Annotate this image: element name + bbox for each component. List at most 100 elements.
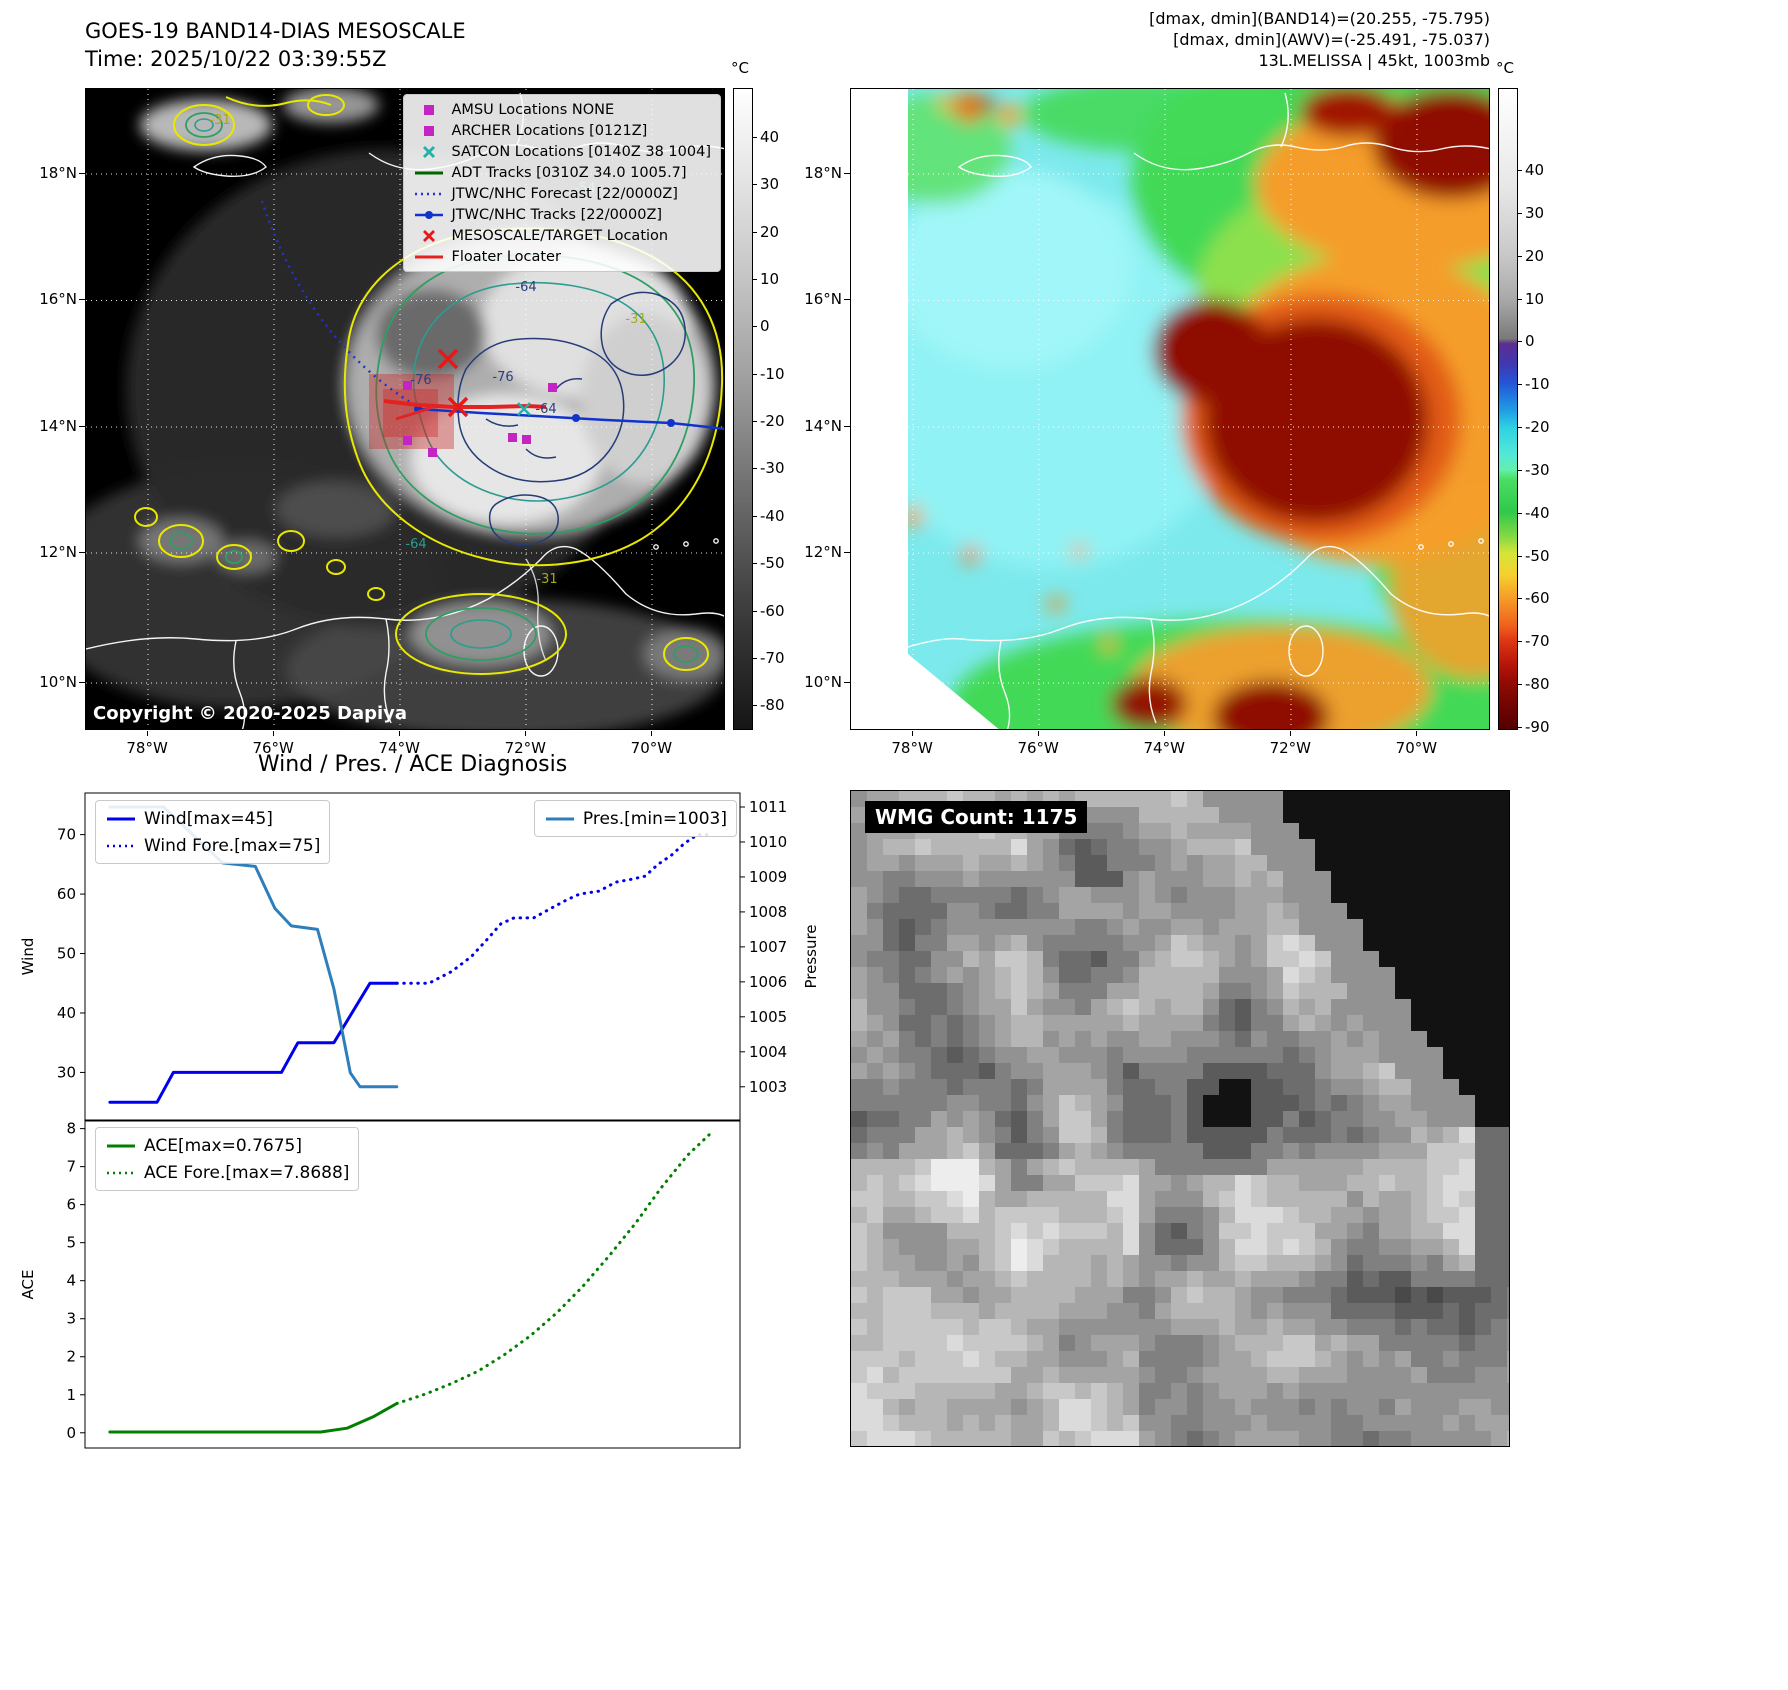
legend-label: ACE[max=0.7675] <box>144 1135 302 1156</box>
colorbar-tick-label: 20 <box>1525 246 1545 265</box>
svg-text:Wind: Wind <box>19 938 37 976</box>
svg-text:-76: -76 <box>410 373 431 388</box>
tick-mark <box>753 326 757 328</box>
legend-label: ACE Fore.[max=7.8688] <box>144 1162 350 1183</box>
lat-tick-label: 14°N <box>804 416 842 435</box>
colorbar-tick-label: 30 <box>760 175 780 194</box>
svg-text:1005: 1005 <box>749 1008 787 1026</box>
svg-text:3: 3 <box>66 1310 76 1328</box>
legend-item-ace-forecast: ACE Fore.[max=7.8688] <box>105 1160 349 1185</box>
colorbar-tick-label: 10 <box>760 270 780 289</box>
colorbar-tick-label: -40 <box>1525 503 1550 522</box>
legend-item-wind-forecast: Wind Fore.[max=75] <box>105 833 320 858</box>
legend-item-satcon: SATCON Locations [0140Z 38 1004] <box>413 142 711 161</box>
svg-text:8: 8 <box>66 1120 76 1138</box>
colorbar-tick-label: -10 <box>760 364 785 383</box>
svg-text:1004: 1004 <box>749 1043 787 1061</box>
legend-item-ace: ACE[max=0.7675] <box>105 1133 349 1158</box>
lat-tick-label: 14°N <box>39 416 77 435</box>
svg-text:0: 0 <box>66 1424 76 1442</box>
tick-mark <box>1518 384 1522 386</box>
legend-item-forecast: JTWC/NHC Forecast [22/0000Z] <box>413 184 711 203</box>
tick-mark <box>844 681 850 683</box>
svg-text:6: 6 <box>66 1196 76 1214</box>
awv-colorbar <box>1498 88 1518 730</box>
svg-text:Pressure: Pressure <box>802 924 820 988</box>
pressure-legend: Pres.[min=1003] <box>533 800 737 837</box>
svg-text:1008: 1008 <box>749 903 787 921</box>
awv-header-band14: [dmax, dmin](BAND14)=(20.255, -75.795) <box>1149 9 1490 28</box>
tick-mark <box>79 299 85 301</box>
svg-text:-76: -76 <box>492 370 513 385</box>
diagnosis-title: Wind / Pres. / ACE Diagnosis <box>257 752 568 777</box>
tick-mark <box>1518 255 1522 257</box>
svg-text:1011: 1011 <box>749 798 787 816</box>
legend-label: Wind[max=45] <box>144 808 273 829</box>
tick-mark <box>1518 512 1522 514</box>
ace-forecast-dotted-icon <box>105 1165 137 1181</box>
colorbar-tick-label: -90 <box>1525 717 1550 736</box>
svg-text:1010: 1010 <box>749 833 787 851</box>
legend-item-floater: Floater Locater <box>413 247 711 266</box>
tick-mark <box>79 681 85 683</box>
svg-text:-64: -64 <box>535 402 556 417</box>
tick-mark <box>79 172 85 174</box>
colorbar-tick-label: -50 <box>1525 546 1550 565</box>
tick-mark <box>79 425 85 427</box>
colorbar-tick-label: -80 <box>760 696 785 715</box>
tick-mark <box>753 705 757 707</box>
svg-text:1: 1 <box>66 1386 76 1404</box>
tick-mark <box>1518 170 1522 171</box>
legend-label: Wind Fore.[max=75] <box>144 835 321 856</box>
tick-mark <box>1038 731 1040 736</box>
legend-item-target: MESOSCALE/TARGET Location <box>413 226 711 245</box>
tick-mark <box>844 552 850 554</box>
tick-mark <box>753 468 757 470</box>
tick-mark <box>1518 469 1522 471</box>
lon-tick-label: 78°W <box>126 739 168 757</box>
tick-mark <box>1518 341 1522 343</box>
archer-square-icon <box>413 123 445 139</box>
legend-label: ADT Tracks [0310Z 34.0 1005.7] <box>451 164 687 181</box>
tick-mark <box>273 731 275 736</box>
svg-text:60: 60 <box>57 885 76 903</box>
wind-legend: Wind[max=45] Wind Fore.[max=75] <box>95 800 331 864</box>
svg-text:5: 5 <box>66 1234 76 1252</box>
legend-label: SATCON Locations [0140Z 38 1004] <box>451 143 711 160</box>
legend-item-amsu: AMSU Locations NONE <box>413 100 711 119</box>
lon-tick-label: 74°W <box>378 739 420 757</box>
tick-mark <box>753 610 757 612</box>
lat-tick-label: 16°N <box>39 290 77 309</box>
tick-mark <box>1518 212 1522 214</box>
tick-mark <box>753 137 757 138</box>
svg-text:-31: -31 <box>536 572 557 587</box>
legend-label: AMSU Locations NONE <box>451 101 615 118</box>
tick-mark <box>753 421 757 423</box>
band14-time: Time: 2025/10/22 03:39:55Z <box>85 47 387 71</box>
amsu-square-icon <box>413 102 445 118</box>
legend-item-pressure: Pres.[min=1003] <box>544 806 727 831</box>
colorbar-tick-label: -40 <box>760 506 785 525</box>
colorbar-tick-label: 10 <box>1525 289 1545 308</box>
copyright-text: Copyright © 2020-2025 Dapiya <box>93 703 408 724</box>
svg-text:1007: 1007 <box>749 938 787 956</box>
colorbar-tick-label: -60 <box>760 601 785 620</box>
tick-mark <box>1518 555 1522 557</box>
legend-label: JTWC/NHC Tracks [22/0000Z] <box>451 206 663 223</box>
lat-tick-label: 12°N <box>39 543 77 562</box>
band14-colorbar <box>733 88 753 730</box>
colorbar-tick-label: 40 <box>1525 161 1545 179</box>
legend-label: MESOSCALE/TARGET Location <box>451 227 669 244</box>
legend-item-tracks: JTWC/NHC Tracks [22/0000Z] <box>413 205 711 224</box>
legend-label: JTWC/NHC Forecast [22/0000Z] <box>451 185 678 202</box>
storm-id-intensity: 13L.MELISSA | 45kt, 1003mb <box>1258 51 1490 70</box>
svg-text:-64: -64 <box>405 537 426 552</box>
tick-mark <box>1518 684 1522 686</box>
forecast-dotted-line-icon <box>413 186 445 202</box>
lat-tick-label: 10°N <box>804 672 842 691</box>
colorbar-tick-label: -10 <box>1525 375 1550 394</box>
lon-tick-label: 72°W <box>504 739 547 757</box>
wmg-grid-image <box>851 791 1509 1446</box>
awv-map-panel <box>850 88 1490 730</box>
lon-tick-label: 76°W <box>1017 739 1059 757</box>
